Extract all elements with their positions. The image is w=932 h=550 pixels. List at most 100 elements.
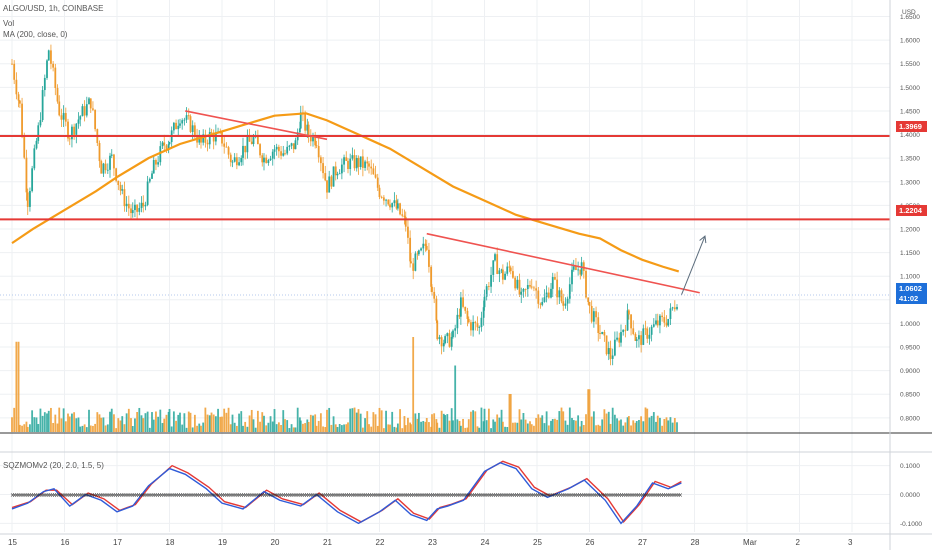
squeeze-dot: × bbox=[583, 492, 588, 499]
candle-body bbox=[640, 335, 643, 345]
candle-body bbox=[389, 204, 391, 208]
candle-body bbox=[409, 237, 412, 262]
candle-body bbox=[298, 128, 301, 133]
squeeze-dot: × bbox=[207, 492, 212, 499]
candle-body bbox=[326, 180, 328, 193]
projection-arrow[interactable] bbox=[680, 235, 707, 296]
volume-bar bbox=[161, 423, 164, 432]
candle-body bbox=[518, 279, 521, 295]
candle-body bbox=[562, 301, 565, 306]
squeeze-dot: × bbox=[401, 492, 406, 499]
oscillator-label[interactable]: SQZMOMv2 (20, 2.0, 1.5, 5) bbox=[3, 461, 104, 470]
squeeze-dot: × bbox=[75, 492, 80, 499]
squeeze-dot: × bbox=[115, 492, 120, 499]
volume-bar bbox=[109, 411, 111, 432]
squeeze-dot: × bbox=[426, 492, 431, 499]
squeeze-dot: × bbox=[119, 492, 124, 499]
squeeze-dot: × bbox=[29, 492, 34, 499]
squeeze-dot: × bbox=[69, 492, 74, 499]
squeeze-dot: × bbox=[506, 492, 511, 499]
ma-label[interactable]: MA (200, close, 0) bbox=[3, 30, 68, 39]
volume-bar bbox=[89, 425, 92, 432]
squeeze-dot: × bbox=[485, 492, 490, 499]
candle-body bbox=[83, 106, 86, 116]
squeeze-dot: × bbox=[415, 492, 420, 499]
candle-body bbox=[622, 329, 625, 333]
candle-body bbox=[601, 331, 604, 335]
squeeze-dot: × bbox=[16, 492, 21, 499]
squeeze-dot: × bbox=[657, 492, 662, 499]
candle-body bbox=[462, 297, 464, 307]
squeeze-dot: × bbox=[147, 492, 152, 499]
candle-body bbox=[119, 185, 122, 191]
volume-bar bbox=[79, 426, 82, 432]
squeeze-dot: × bbox=[567, 492, 572, 499]
squeeze-dot: × bbox=[348, 492, 353, 499]
candle-body bbox=[273, 149, 276, 152]
squeeze-dot: × bbox=[357, 492, 362, 499]
squeeze-dot: × bbox=[623, 492, 628, 499]
volume-bar bbox=[290, 424, 293, 432]
candle-body bbox=[338, 173, 341, 175]
squeeze-dot: × bbox=[525, 492, 530, 499]
volume-bar bbox=[446, 414, 449, 432]
volume-bar bbox=[378, 407, 381, 432]
squeeze-dot: × bbox=[403, 492, 408, 499]
squeeze-dot: × bbox=[27, 492, 32, 499]
trendlines[interactable] bbox=[185, 110, 700, 294]
squeeze-dot: × bbox=[241, 492, 246, 499]
squeeze-dot: × bbox=[636, 492, 641, 499]
candle-body bbox=[286, 146, 289, 154]
candle-body bbox=[208, 132, 211, 145]
volume-bar bbox=[134, 418, 136, 432]
candle-body bbox=[336, 173, 339, 176]
squeeze-dot: × bbox=[590, 492, 595, 499]
volume-label[interactable]: Vol bbox=[3, 19, 15, 28]
candle-body bbox=[191, 125, 194, 132]
squeeze-dot: × bbox=[237, 492, 242, 499]
volume-bar bbox=[374, 414, 377, 432]
candle-body bbox=[490, 274, 492, 287]
candle-body bbox=[366, 161, 369, 164]
squeeze-dot: × bbox=[558, 492, 563, 499]
candle-body bbox=[77, 119, 80, 124]
squeeze-dot: × bbox=[52, 492, 57, 499]
volume-bar bbox=[119, 420, 122, 432]
volume-bar bbox=[56, 423, 59, 432]
volume-bar bbox=[23, 424, 26, 432]
volume-bar bbox=[88, 409, 90, 432]
volume-bar bbox=[522, 413, 525, 432]
squeeze-dot: × bbox=[109, 492, 114, 499]
volume-bar bbox=[431, 414, 433, 432]
squeeze-dot: × bbox=[132, 492, 137, 499]
volume-bar bbox=[110, 408, 113, 432]
volume-bar bbox=[663, 419, 666, 432]
squeeze-dot: × bbox=[260, 492, 265, 499]
squeeze-dot: × bbox=[661, 492, 666, 499]
candle-body bbox=[597, 317, 600, 334]
volume-bar bbox=[520, 419, 523, 432]
symbol-title[interactable]: ALGO/USD, 1h, COINBASE bbox=[3, 4, 104, 13]
support-resistance-lines[interactable] bbox=[0, 135, 890, 221]
volume-bar bbox=[444, 415, 447, 432]
x-tick-label: 18 bbox=[166, 538, 175, 547]
squeeze-dot: × bbox=[464, 492, 469, 499]
candle-body bbox=[592, 311, 595, 322]
squeeze-dot: × bbox=[619, 492, 624, 499]
y-tick-label: 1.0000 bbox=[900, 321, 920, 328]
volume-bar bbox=[516, 422, 519, 432]
volume-bar bbox=[642, 421, 645, 432]
candle-body bbox=[620, 332, 622, 343]
y-tick-label: 0.8500 bbox=[900, 392, 920, 399]
candle-body bbox=[595, 311, 597, 318]
candle-body bbox=[46, 60, 48, 78]
squeeze-dot: × bbox=[512, 492, 517, 499]
candle-body bbox=[524, 288, 527, 290]
candle-body bbox=[412, 263, 415, 271]
candle-body bbox=[345, 157, 348, 161]
candle-body bbox=[334, 166, 337, 176]
candle-body bbox=[235, 157, 238, 166]
candle-body bbox=[231, 161, 234, 163]
volume-bar bbox=[572, 420, 575, 432]
